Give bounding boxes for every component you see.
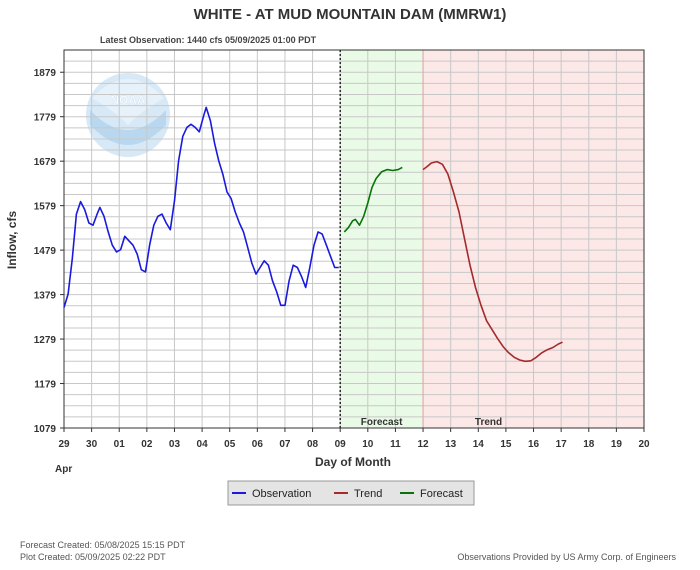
x-tick-label: 02 xyxy=(141,439,153,450)
legend: Observation Trend Forecast xyxy=(227,480,475,506)
chart-title: WHITE - AT MUD MOUNTAIN DAM (MMRW1) xyxy=(194,6,507,23)
x-tick-label: 06 xyxy=(252,439,264,450)
latest-observation: Latest Observation: 1440 cfs 05/09/2025 … xyxy=(100,35,317,45)
x-tick-label: 14 xyxy=(473,439,485,450)
x-tick-label: 12 xyxy=(417,439,429,450)
y-tick-label: 1379 xyxy=(34,291,57,302)
legend-forecast-label: Forecast xyxy=(420,488,463,500)
plot-area: NOAA 1079 1179 1279 1379 1479 1579 1679 1779 1879… xyxy=(34,49,650,450)
x-tick-label: 01 xyxy=(114,439,126,450)
y-tick-label: 1279 xyxy=(34,335,57,346)
month-label: Apr xyxy=(55,464,72,475)
y-axis-label: Inflow, cfs xyxy=(5,211,19,270)
x-tick-label: 04 xyxy=(197,439,209,450)
x-tick-label: 16 xyxy=(528,439,540,450)
x-tick-label: 09 xyxy=(335,439,347,450)
series-line-forecast xyxy=(343,166,403,233)
legend-box xyxy=(227,480,475,506)
legend-trend-label: Trend xyxy=(354,488,382,500)
x-tick-label: 19 xyxy=(611,439,623,450)
y-tick-label: 1679 xyxy=(34,157,57,168)
x-tick-label: 11 xyxy=(390,439,401,450)
region-label-forecast: Forecast xyxy=(361,417,403,428)
x-tick-label: 30 xyxy=(86,439,98,450)
x-tick-label: 29 xyxy=(58,439,70,450)
forecast-created-text: Forecast Created: 05/08/2025 15:15 PDT xyxy=(20,540,186,550)
x-tick-label: 03 xyxy=(169,439,181,450)
x-tick-label: 18 xyxy=(583,439,595,450)
x-tick-label: 08 xyxy=(307,439,319,450)
x-tick-label: 20 xyxy=(638,439,650,450)
y-tick-label: 1079 xyxy=(34,424,57,435)
y-tick-label: 1579 xyxy=(34,202,57,213)
x-axis-label: Day of Month xyxy=(315,455,391,469)
noaa-logo-text: NOAA xyxy=(110,93,146,107)
noaa-logo-gull xyxy=(92,79,164,125)
region-label-trend: Trend xyxy=(475,417,502,428)
series-line-observation xyxy=(63,106,339,308)
credit-text: Observations Provided by US Army Corp. o… xyxy=(457,552,676,562)
y-tick-label: 1879 xyxy=(34,68,57,79)
legend-observation-label: Observation xyxy=(252,488,311,500)
y-tick-label: 1779 xyxy=(34,113,57,124)
noaa-logo: NOAA xyxy=(86,73,170,157)
series-line-trend xyxy=(422,160,563,363)
plot-border xyxy=(63,49,645,429)
y-tick-label: 1179 xyxy=(34,380,56,391)
x-tick-label: 15 xyxy=(500,439,512,450)
x-tick-label: 10 xyxy=(362,439,374,450)
x-tick-label: 07 xyxy=(279,439,291,450)
x-tick-label: 05 xyxy=(224,439,236,450)
x-tick-label: 13 xyxy=(445,439,457,450)
y-tick-label: 1479 xyxy=(34,246,57,257)
x-tick-label: 17 xyxy=(556,439,568,450)
plot-created-text: Plot Created: 05/09/2025 02:22 PDT xyxy=(20,552,166,562)
